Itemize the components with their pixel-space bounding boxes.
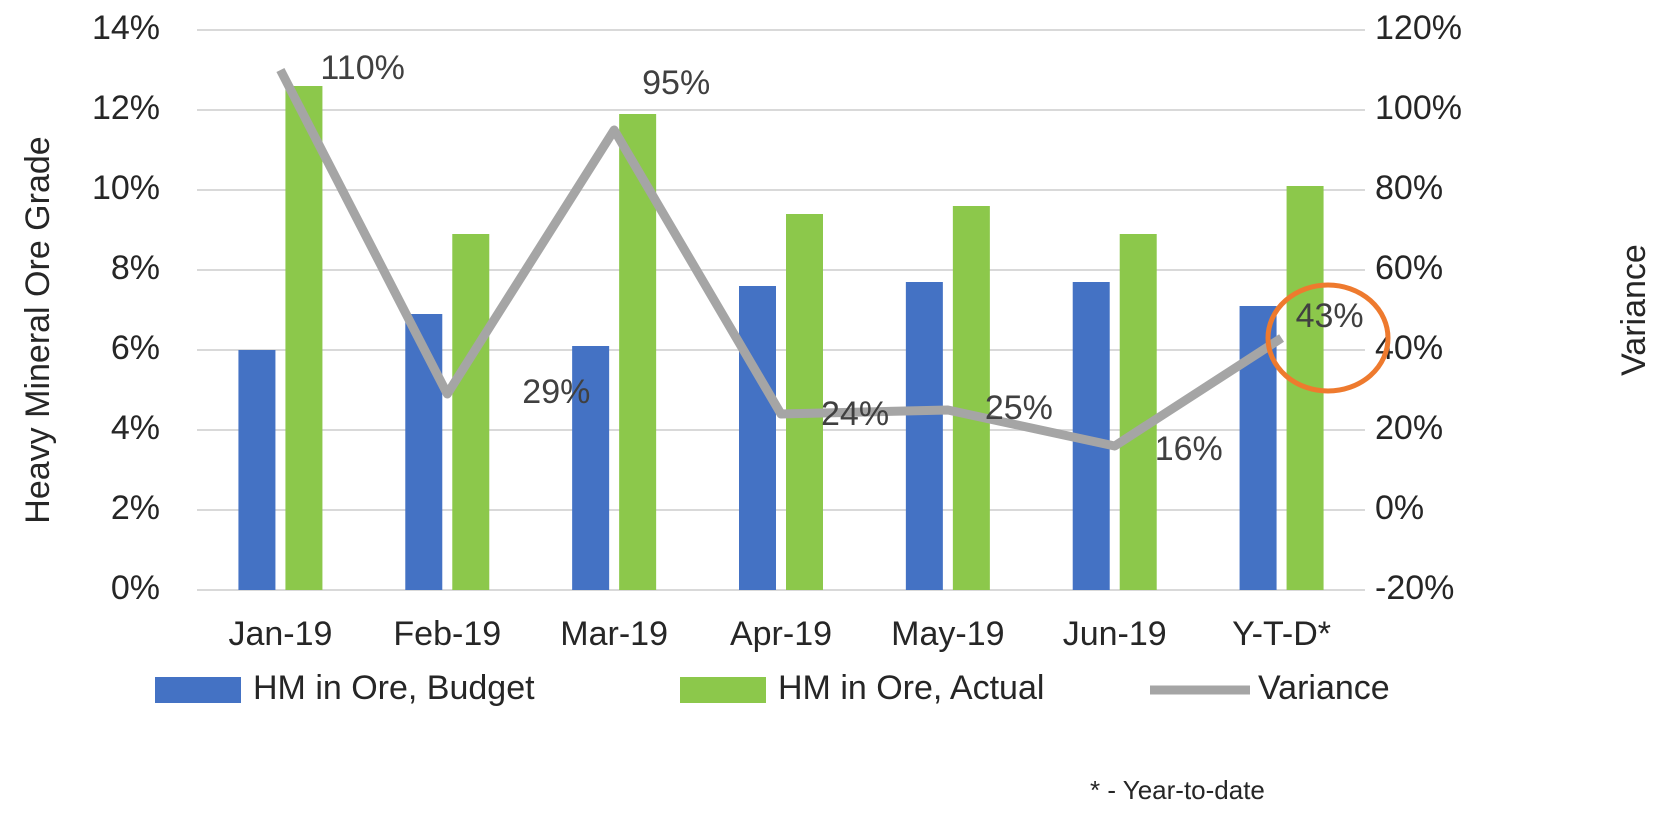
x-tick-label: Jun-19 <box>1063 615 1167 653</box>
y-tick-label: 6% <box>111 329 160 367</box>
y2-axis-title: Variance <box>1615 244 1653 376</box>
bar <box>452 234 490 590</box>
legend-label: Variance <box>1258 669 1390 707</box>
data-label: 24% <box>821 395 889 433</box>
y-tick-label: 12% <box>92 89 160 127</box>
data-label: 29% <box>522 373 590 411</box>
legend-label: HM in Ore, Actual <box>778 669 1044 707</box>
x-tick-label: Y-T-D* <box>1232 615 1331 653</box>
line <box>276 67 1285 451</box>
bar <box>572 346 610 590</box>
bar <box>739 286 776 590</box>
bar <box>786 214 823 590</box>
bar <box>405 314 443 590</box>
data-label: 43% <box>1296 297 1364 335</box>
x-tick-label: Jan-19 <box>228 615 332 653</box>
bar <box>1119 234 1157 590</box>
y2-tick-label: 100% <box>1375 89 1462 127</box>
legend-swatch <box>680 677 766 703</box>
y-axis-title: Heavy Mineral Ore Grade <box>19 136 57 523</box>
bar <box>905 282 943 590</box>
x-tick-label: Mar-19 <box>560 615 668 653</box>
y2-tick-label: 0% <box>1375 489 1424 527</box>
y-tick-label: 4% <box>111 409 160 447</box>
y2-tick-label: 120% <box>1375 9 1462 47</box>
highlight-circle <box>1265 282 1391 394</box>
data-label: 95% <box>642 64 710 102</box>
y2-tick-label: 20% <box>1375 409 1443 447</box>
legend-swatch <box>155 677 241 703</box>
y2-tick-label: 80% <box>1375 169 1443 207</box>
y-tick-label: 14% <box>92 9 160 47</box>
bar <box>952 206 990 590</box>
data-label: 110% <box>320 49 404 87</box>
data-label: 16% <box>1155 430 1223 468</box>
x-tick-label: Apr-19 <box>730 615 832 653</box>
y-tick-label: 2% <box>111 489 160 527</box>
x-tick-label: May-19 <box>891 615 1004 653</box>
data-label: 25% <box>985 389 1053 427</box>
bar <box>285 86 323 590</box>
legend-label: HM in Ore, Budget <box>253 669 535 707</box>
y2-tick-label: -20% <box>1375 569 1454 607</box>
x-tick-label: Feb-19 <box>393 615 501 653</box>
footnote: * - Year-to-date <box>1090 775 1265 805</box>
y-tick-label: 10% <box>92 169 160 207</box>
y-tick-label: 8% <box>111 249 160 287</box>
plot: 0%2%4%6%8%10%12%14%-20%0%20%40%60%80%100… <box>92 9 1462 707</box>
y-tick-label: 0% <box>111 569 160 607</box>
y2-tick-label: 60% <box>1375 249 1443 287</box>
bar <box>238 350 276 590</box>
